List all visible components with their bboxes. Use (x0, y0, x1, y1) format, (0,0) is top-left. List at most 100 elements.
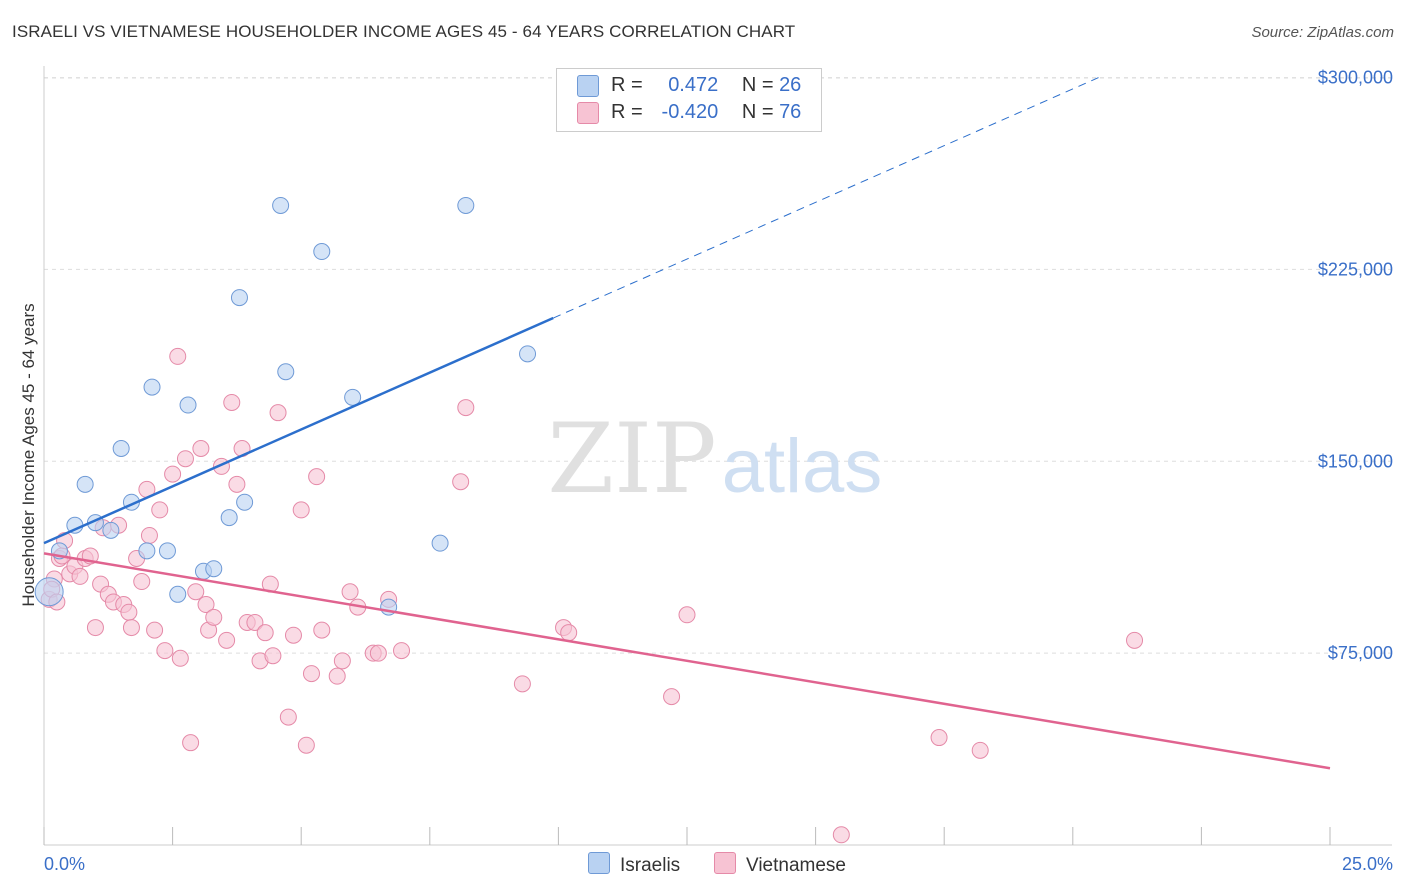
israelis-point (220, 509, 238, 527)
vietnamese-point (205, 608, 223, 626)
israelis-point (519, 345, 537, 363)
vietnamese-point (164, 465, 182, 483)
axes (43, 66, 1392, 846)
vietnamese-point (302, 665, 320, 683)
legend-row-israelis: R = 0.472 N = 26 (577, 74, 801, 100)
vietnamese-point (151, 501, 169, 519)
israelis-point (102, 521, 120, 539)
source-label: Source: ZipAtlas.com (1251, 24, 1394, 41)
vietnamese-point (182, 734, 200, 752)
legend-label-vietnamese: Vietnamese (746, 855, 846, 876)
vietnamese-swatch (714, 852, 736, 874)
y-tick-label: $150,000 (1318, 451, 1393, 471)
watermark-atlas: atlas (722, 424, 883, 509)
legend-n-value-vietnamese: 76 (779, 101, 802, 123)
bottom-legend-israelis: Israelis (588, 852, 680, 877)
israelis-trend-extension (553, 77, 1099, 319)
israelis-swatch (577, 74, 599, 97)
vietnamese-point (297, 736, 315, 754)
vietnamese-point (264, 647, 282, 665)
vietnamese-point (187, 583, 205, 601)
israelis-point (112, 440, 130, 457)
data-points (34, 196, 1144, 844)
watermark: ZIP atlas (547, 403, 882, 515)
vietnamese-point (197, 596, 215, 614)
stats-legend: R = 0.472 N = 26 R = -0.420 N = 76 (556, 68, 822, 132)
trend-lines (43, 77, 1331, 770)
vietnamese-point (246, 613, 264, 631)
israelis-trend-line (43, 316, 554, 545)
watermark-zip: ZIP (547, 403, 716, 515)
vietnamese-point (120, 603, 138, 621)
israelis-point (158, 542, 176, 560)
legend-n-value-israelis: 26 (779, 74, 802, 96)
legend-n-label: N = (741, 74, 774, 96)
chart-title: ISRAELI VS VIETNAMESE HOUSEHOLDER INCOME… (12, 22, 796, 41)
vietnamese-point (218, 631, 236, 649)
israelis-point (179, 396, 197, 414)
vietnamese-point (328, 667, 346, 685)
axis-labels: $75,000 $150,000 $225,000 $300,000 0.0% 25.0%… (19, 68, 1393, 874)
vietnamese-point (452, 473, 470, 491)
israelis-point (457, 196, 475, 214)
legend-row-vietnamese: R = -0.420 N = 76 (577, 101, 801, 127)
vietnamese-point (176, 450, 194, 468)
vietnamese-point (156, 642, 174, 660)
vietnamese-point (971, 741, 989, 759)
israelis-point (169, 585, 187, 603)
vietnamese-point (256, 624, 274, 642)
vietnamese-point (1126, 631, 1144, 649)
vietnamese-point (678, 606, 696, 624)
vietnamese-point (341, 583, 359, 601)
vietnamese-point (269, 404, 287, 422)
israelis-point (34, 577, 64, 607)
vietnamese-point (146, 621, 164, 639)
vietnamese-point (457, 399, 475, 417)
israelis-point (236, 493, 254, 511)
israelis-point (313, 243, 331, 261)
israelis-point (272, 196, 290, 214)
vietnamese-point (369, 644, 387, 662)
y-tick-label: $300,000 (1318, 68, 1393, 88)
vietnamese-point (169, 347, 187, 365)
vietnamese-point (333, 652, 351, 670)
vietnamese-point (393, 642, 411, 660)
vietnamese-point (292, 501, 310, 519)
y-tick-label: $225,000 (1318, 259, 1393, 279)
grid-lines (44, 77, 1392, 654)
vietnamese-point (140, 526, 158, 544)
vietnamese-point (228, 475, 246, 493)
israelis-point (205, 560, 223, 578)
vietnamese-point (171, 649, 189, 667)
israelis-point (76, 475, 94, 493)
legend-r-label: R = (611, 74, 643, 96)
israelis-point (138, 542, 156, 560)
legend-n-label: N = (741, 101, 774, 123)
vietnamese-point (133, 573, 151, 591)
x-tick-label: 25.0% (1342, 854, 1393, 874)
israelis-point (431, 534, 449, 552)
israelis-point (277, 363, 295, 381)
y-tick-label: $75,000 (1328, 643, 1393, 663)
vietnamese-point (122, 619, 140, 637)
vietnamese-point (308, 468, 326, 486)
vietnamese-point (930, 729, 948, 747)
vietnamese-point (284, 626, 302, 644)
y-axis-label: Householder Income Ages 45 - 64 years (19, 303, 38, 606)
israelis-swatch (588, 852, 610, 874)
vietnamese-point (313, 621, 331, 639)
bottom-legend-vietnamese: Vietnamese (714, 852, 846, 877)
vietnamese-point (71, 567, 89, 585)
vietnamese-point (192, 440, 210, 457)
vietnamese-point (86, 619, 104, 637)
legend-label-israelis: Israelis (620, 855, 681, 876)
vietnamese-point (560, 624, 578, 642)
vietnamese-point (279, 708, 297, 726)
vietnamese-trend-line (43, 552, 1331, 770)
israelis-point (344, 388, 362, 406)
x-tick-label: 0.0% (44, 854, 85, 874)
vietnamese-point (663, 688, 681, 706)
israelis-point (230, 289, 248, 307)
vietnamese-swatch (577, 101, 599, 124)
